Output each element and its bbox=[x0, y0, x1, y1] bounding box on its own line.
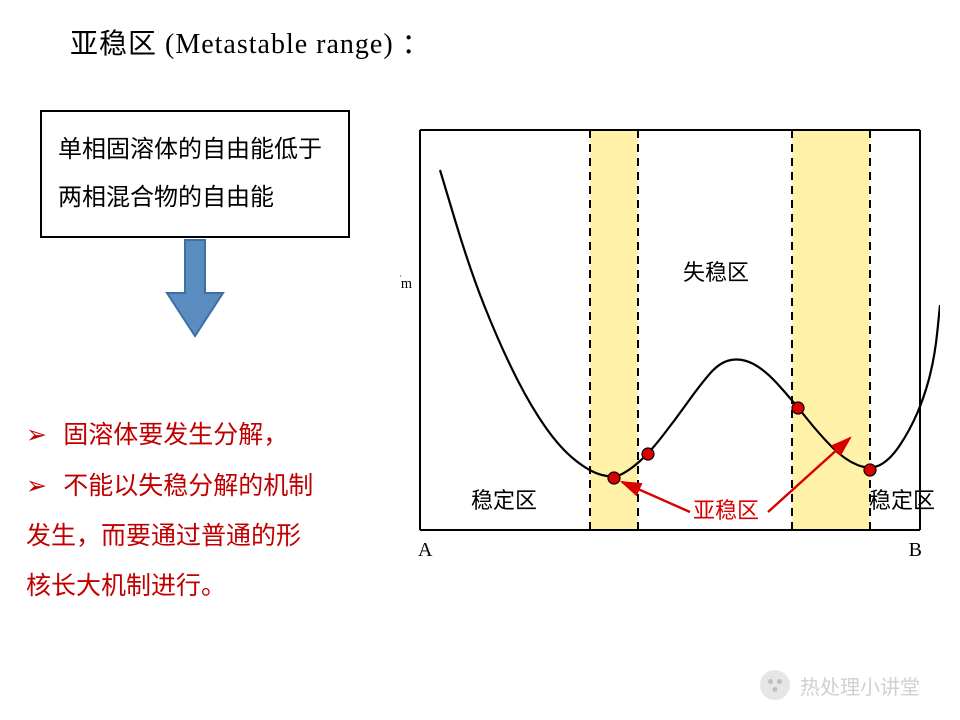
footer-watermark: 热处理小讲堂 bbox=[760, 670, 920, 700]
bullet-1-text: 固溶体要发生分解， bbox=[63, 422, 288, 449]
definition-line-1: 单相固溶体的自由能低于 bbox=[58, 126, 332, 174]
footer-text: 热处理小讲堂 bbox=[800, 671, 920, 700]
svg-text:A: A bbox=[418, 539, 433, 561]
bullet-2-text: 不能以失稳分解的机制 bbox=[63, 473, 313, 500]
slide-title: 亚稳区 (Metastable range) ： bbox=[70, 22, 431, 62]
bullet-list: ➢ 固溶体要发生分解， ➢ 不能以失稳分解的机制 发生，而要通过普通的形 核长大… bbox=[26, 410, 366, 612]
svg-text:m: m bbox=[401, 276, 412, 292]
bullet-icon: ➢ bbox=[26, 472, 47, 500]
bullet-continuation-1: 发生，而要通过普通的形 bbox=[26, 512, 366, 562]
svg-text:B: B bbox=[909, 539, 922, 561]
definition-line-2: 两相混合物的自由能 bbox=[58, 174, 332, 222]
bullet-continuation-2: 核长大机制进行。 bbox=[26, 562, 366, 612]
svg-text:亚稳区: 亚稳区 bbox=[693, 498, 759, 523]
wechat-icon bbox=[760, 670, 790, 700]
bullet-2: ➢ 不能以失稳分解的机制 bbox=[26, 461, 366, 512]
svg-text:失稳区: 失稳区 bbox=[683, 260, 749, 285]
down-arrow-icon bbox=[165, 238, 225, 338]
bullet-1: ➢ 固溶体要发生分解， bbox=[26, 410, 366, 461]
free-energy-diagram: 失稳区稳定区稳定区亚稳区GmAB bbox=[400, 110, 940, 570]
svg-text:稳定区: 稳定区 bbox=[471, 488, 537, 513]
definition-box: 单相固溶体的自由能低于 两相混合物的自由能 bbox=[40, 110, 350, 238]
bullet-icon: ➢ bbox=[26, 421, 47, 449]
svg-text:稳定区: 稳定区 bbox=[869, 488, 935, 513]
